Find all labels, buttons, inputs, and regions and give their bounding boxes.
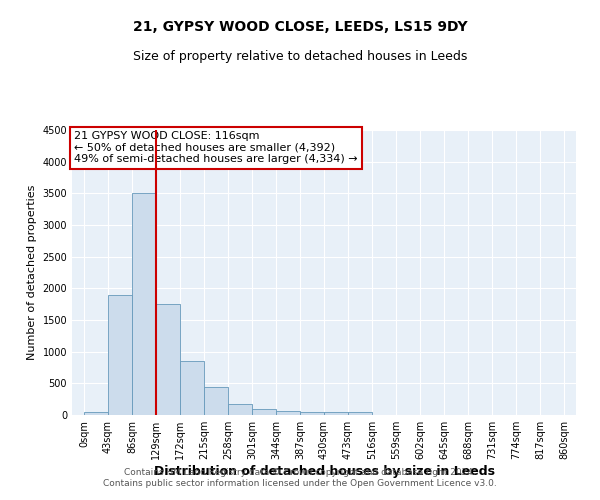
Bar (348, 412, 372, 415)
Bar (276, 411, 300, 415)
Bar (108, 294, 132, 415)
X-axis label: Distribution of detached houses by size in Leeds: Distribution of detached houses by size … (154, 465, 494, 478)
Text: 21 GYPSY WOOD CLOSE: 116sqm
← 50% of detached houses are smaller (4,392)
49% of : 21 GYPSY WOOD CLOSE: 116sqm ← 50% of det… (74, 132, 358, 164)
Bar (84, 412, 108, 415)
Text: Size of property relative to detached houses in Leeds: Size of property relative to detached ho… (133, 50, 467, 63)
Text: Contains HM Land Registry data © Crown copyright and database right 2024.
Contai: Contains HM Land Registry data © Crown c… (103, 468, 497, 487)
Bar (180, 361, 204, 415)
Y-axis label: Number of detached properties: Number of detached properties (27, 185, 37, 360)
Bar (228, 404, 252, 415)
Text: 21, GYPSY WOOD CLOSE, LEEDS, LS15 9DY: 21, GYPSY WOOD CLOSE, LEEDS, LS15 9DY (133, 20, 467, 34)
Bar (132, 194, 156, 415)
Bar (156, 304, 180, 415)
Bar (252, 408, 276, 415)
Bar (324, 412, 348, 415)
Bar (204, 386, 228, 415)
Bar (300, 412, 324, 415)
